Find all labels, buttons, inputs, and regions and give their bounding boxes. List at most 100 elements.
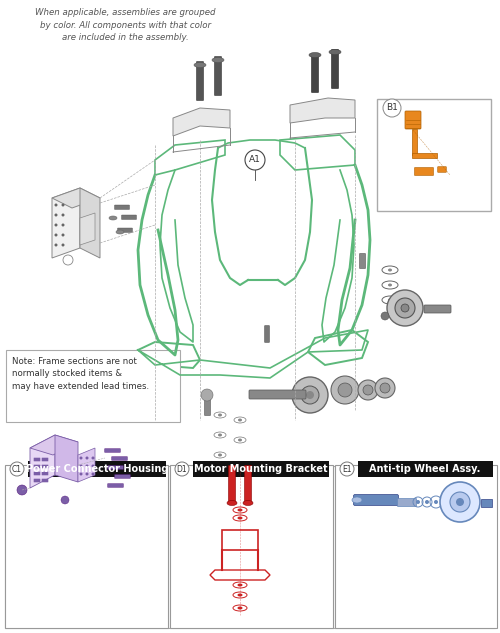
Circle shape — [92, 456, 94, 460]
FancyBboxPatch shape — [264, 325, 270, 342]
Ellipse shape — [194, 63, 206, 68]
FancyBboxPatch shape — [204, 392, 210, 415]
Ellipse shape — [218, 413, 222, 417]
FancyBboxPatch shape — [114, 475, 130, 479]
Text: Motor Mounting Bracket: Motor Mounting Bracket — [194, 465, 328, 475]
Text: Note: Frame sections are not
normally stocked items &
may have extended lead tim: Note: Frame sections are not normally st… — [12, 357, 149, 391]
Circle shape — [425, 500, 429, 504]
Ellipse shape — [116, 230, 124, 234]
Text: A1: A1 — [249, 156, 261, 165]
Circle shape — [54, 213, 58, 216]
Circle shape — [450, 492, 470, 512]
Circle shape — [62, 203, 64, 206]
Polygon shape — [52, 188, 80, 258]
FancyBboxPatch shape — [108, 466, 124, 470]
Ellipse shape — [238, 606, 242, 610]
Circle shape — [80, 465, 82, 468]
Text: C1: C1 — [12, 465, 22, 473]
Text: Anti-tip Wheel Assy.: Anti-tip Wheel Assy. — [370, 465, 480, 475]
FancyBboxPatch shape — [34, 458, 40, 461]
Text: E1: E1 — [342, 465, 352, 473]
Polygon shape — [80, 188, 100, 258]
Circle shape — [92, 465, 94, 468]
FancyBboxPatch shape — [6, 350, 180, 422]
FancyBboxPatch shape — [249, 390, 306, 399]
Circle shape — [416, 500, 420, 504]
Circle shape — [306, 391, 314, 399]
Circle shape — [80, 472, 82, 475]
Circle shape — [86, 472, 88, 475]
Circle shape — [80, 456, 82, 460]
Circle shape — [375, 378, 395, 398]
Polygon shape — [30, 435, 55, 488]
Text: Power Connector Housing: Power Connector Housing — [26, 465, 168, 475]
FancyBboxPatch shape — [244, 465, 252, 503]
Circle shape — [17, 485, 27, 495]
Circle shape — [175, 462, 189, 476]
FancyBboxPatch shape — [112, 456, 128, 460]
Ellipse shape — [109, 216, 117, 220]
Polygon shape — [55, 435, 78, 482]
FancyBboxPatch shape — [312, 54, 318, 92]
FancyBboxPatch shape — [196, 61, 203, 101]
FancyBboxPatch shape — [42, 465, 48, 468]
Ellipse shape — [388, 284, 392, 287]
FancyBboxPatch shape — [34, 472, 40, 475]
Circle shape — [54, 223, 58, 227]
FancyBboxPatch shape — [42, 472, 48, 475]
Ellipse shape — [388, 299, 392, 301]
Polygon shape — [80, 213, 95, 245]
Circle shape — [292, 377, 328, 413]
Circle shape — [363, 385, 373, 395]
Circle shape — [387, 290, 423, 326]
FancyBboxPatch shape — [28, 461, 166, 477]
FancyBboxPatch shape — [42, 458, 48, 461]
Text: When applicable, assemblies are grouped
by color. All components with that color: When applicable, assemblies are grouped … — [35, 8, 215, 42]
Circle shape — [383, 99, 401, 117]
Ellipse shape — [243, 501, 253, 506]
FancyBboxPatch shape — [360, 253, 366, 268]
FancyBboxPatch shape — [122, 215, 136, 220]
Circle shape — [401, 304, 409, 312]
Ellipse shape — [212, 58, 224, 63]
Circle shape — [62, 234, 64, 237]
FancyBboxPatch shape — [104, 449, 120, 453]
Ellipse shape — [238, 418, 242, 422]
FancyBboxPatch shape — [412, 153, 437, 158]
FancyBboxPatch shape — [335, 465, 497, 628]
Circle shape — [54, 234, 58, 237]
FancyBboxPatch shape — [438, 166, 446, 172]
FancyBboxPatch shape — [118, 228, 132, 232]
Text: D1: D1 — [176, 465, 188, 473]
Circle shape — [62, 223, 64, 227]
FancyBboxPatch shape — [228, 465, 235, 503]
Circle shape — [61, 496, 69, 504]
Circle shape — [358, 380, 378, 400]
Ellipse shape — [388, 268, 392, 272]
Text: B1: B1 — [386, 104, 398, 113]
FancyBboxPatch shape — [193, 461, 329, 477]
FancyBboxPatch shape — [5, 466, 495, 628]
Polygon shape — [78, 448, 95, 482]
Circle shape — [62, 213, 64, 216]
Circle shape — [381, 312, 389, 320]
Ellipse shape — [309, 53, 321, 58]
Circle shape — [92, 472, 94, 475]
FancyBboxPatch shape — [414, 168, 434, 175]
FancyBboxPatch shape — [170, 465, 333, 628]
Circle shape — [338, 383, 352, 397]
Circle shape — [434, 500, 438, 504]
FancyBboxPatch shape — [354, 494, 399, 506]
FancyBboxPatch shape — [34, 479, 40, 482]
Circle shape — [54, 244, 58, 246]
FancyBboxPatch shape — [358, 461, 493, 477]
FancyBboxPatch shape — [114, 205, 130, 210]
Circle shape — [440, 482, 480, 522]
FancyBboxPatch shape — [34, 465, 40, 468]
Polygon shape — [52, 188, 100, 208]
FancyBboxPatch shape — [5, 465, 168, 628]
Ellipse shape — [238, 439, 242, 441]
Circle shape — [331, 376, 359, 404]
Ellipse shape — [227, 501, 237, 506]
Circle shape — [201, 389, 213, 401]
